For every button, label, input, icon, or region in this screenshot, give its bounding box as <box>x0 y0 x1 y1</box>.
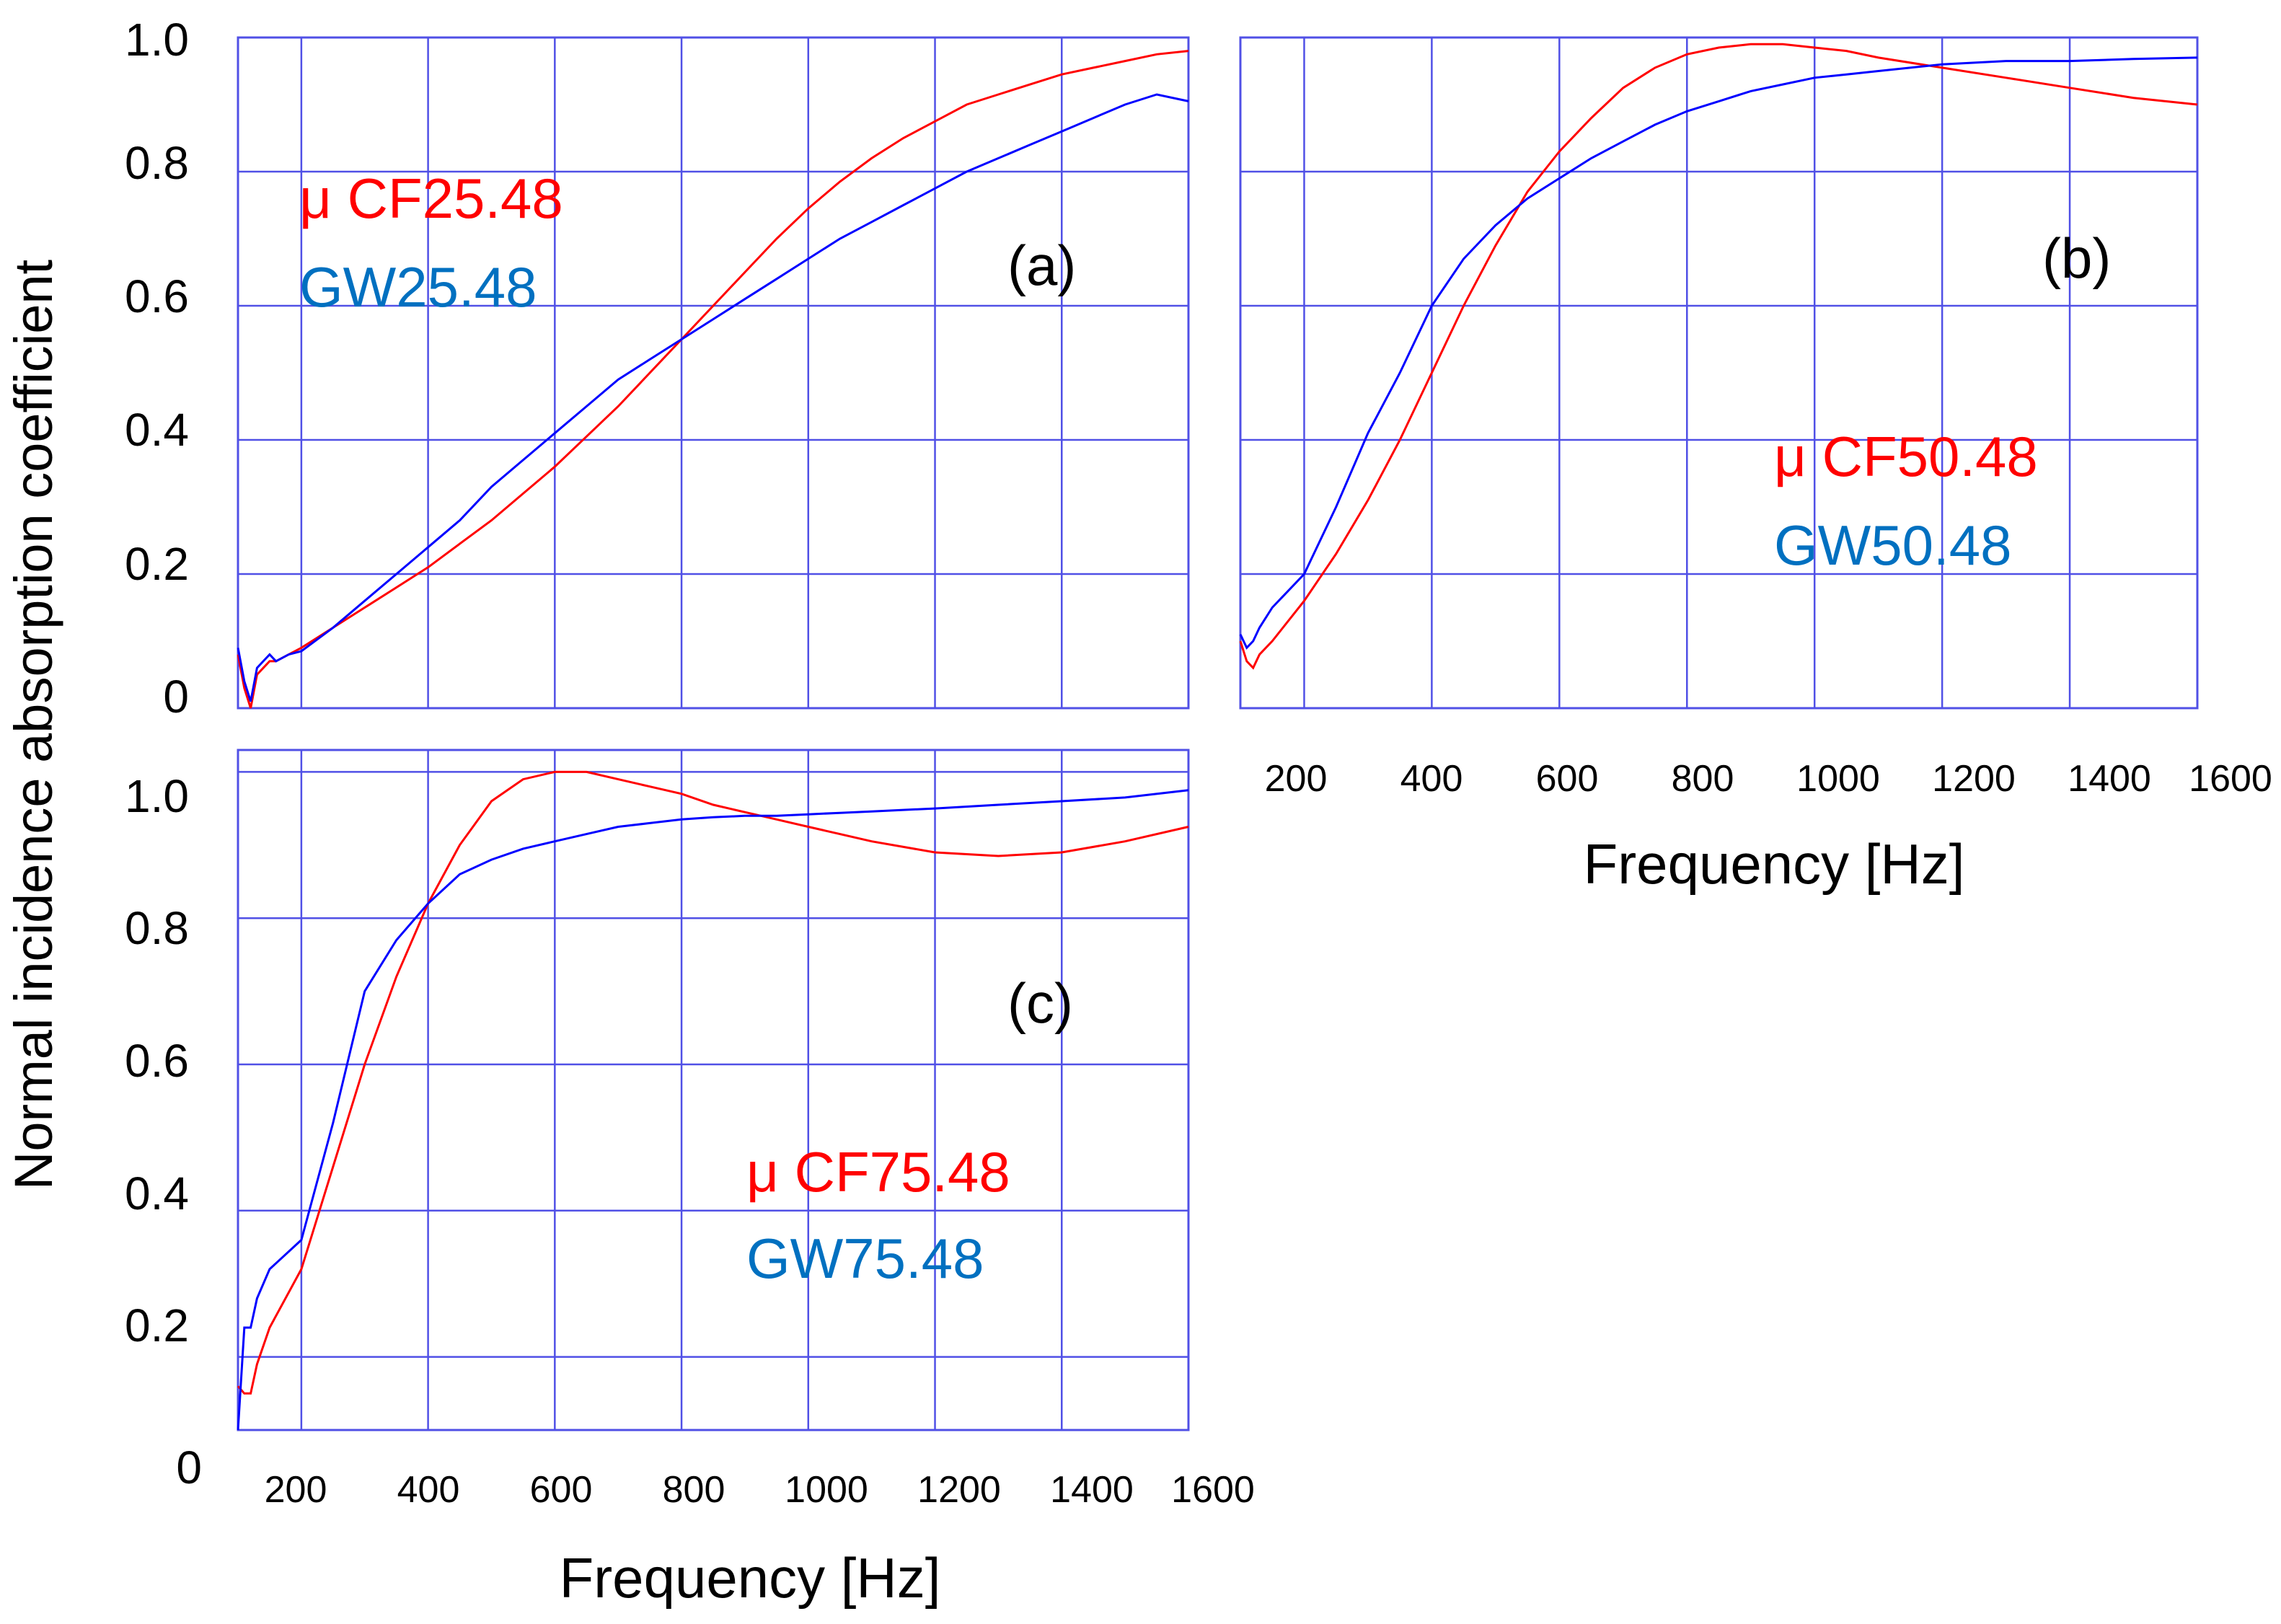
x-tick-label: 1400 <box>2068 758 2151 800</box>
y-tick-label: 0.4 <box>125 404 189 456</box>
panel-b-series <box>1239 43 2198 670</box>
panel-b-series-line <box>1239 56 2198 650</box>
panel-a-frame <box>237 36 1190 710</box>
panel-b: 200 400 600 800 1000 1200 1400 1600 Freq… <box>1239 36 2272 896</box>
x-tick-label: 400 <box>397 1469 460 1511</box>
y-tick-label: 1.0 <box>125 770 189 822</box>
y-axis-label: Normal incidence absorption coefficient <box>4 259 63 1190</box>
y-tick-label: 0 <box>176 1442 202 1493</box>
y-tick-label: 0.2 <box>125 1299 189 1351</box>
x-tick-label: 800 <box>1672 758 1734 800</box>
legend-entry-blue: GW25.48 <box>299 255 537 319</box>
panel-a: 0 0.2 0.4 0.6 0.8 1.0 μ CF25.48 GW25.48 … <box>125 14 1190 723</box>
x-tick-label: 1000 <box>1796 758 1880 800</box>
legend-entry-red: μ CF50.48 <box>1774 425 2038 488</box>
y-tick-label: 0.8 <box>125 902 189 954</box>
panel-c-series-line <box>237 770 1189 1395</box>
legend-entry-red: μ CF75.48 <box>746 1140 1010 1204</box>
panel-c-yticks: 0 0.2 0.4 0.6 0.8 1.0 <box>125 770 202 1493</box>
panel-label-a: (a) <box>1007 234 1076 297</box>
panel-label-c: (c) <box>1007 971 1073 1035</box>
y-tick-label: 1.0 <box>125 14 189 66</box>
y-tick-label: 0.6 <box>125 1035 189 1087</box>
x-tick-label: 1200 <box>917 1469 1001 1511</box>
x-axis-label-b: Frequency [Hz] <box>1584 832 1965 896</box>
x-tick-label: 1000 <box>785 1469 868 1511</box>
panel-a-series-line <box>237 93 1189 702</box>
panel-b-frame <box>1239 36 2199 710</box>
x-tick-label: 1600 <box>2189 758 2272 800</box>
y-tick-label: 0.6 <box>125 270 189 322</box>
y-tick-label: 0 <box>163 671 189 723</box>
legend-entry-blue: GW50.48 <box>1774 513 2011 577</box>
panel-a-yticks: 0 0.2 0.4 0.6 0.8 1.0 <box>125 14 189 723</box>
panel-c-frame <box>237 749 1190 1431</box>
panel-b-xticks: 200 400 600 800 1000 1200 1400 1600 <box>1265 758 2272 800</box>
y-tick-label: 0.2 <box>125 538 189 590</box>
panel-c-series-line <box>237 789 1189 1431</box>
legend-entry-blue: GW75.48 <box>746 1227 984 1290</box>
x-tick-label: 800 <box>663 1469 725 1511</box>
panel-a-legend: μ CF25.48 GW25.48 <box>299 167 563 319</box>
panel-c-legend: μ CF75.48 GW75.48 <box>746 1140 1010 1290</box>
panel-c: 0 0.2 0.4 0.6 0.8 1.0 200 400 600 800 10… <box>125 749 1255 1610</box>
legend-entry-red: μ CF25.48 <box>299 167 563 230</box>
y-tick-label: 0.4 <box>125 1168 189 1219</box>
x-tick-label: 200 <box>1265 758 1328 800</box>
x-axis-label-c: Frequency [Hz] <box>560 1546 941 1610</box>
x-tick-label: 200 <box>265 1469 327 1511</box>
x-tick-label: 1600 <box>1171 1469 1255 1511</box>
panel-a-series <box>237 50 1189 709</box>
x-tick-label: 600 <box>530 1469 593 1511</box>
x-tick-label: 400 <box>1400 758 1463 800</box>
panel-c-xticks: 200 400 600 800 1000 1200 1400 1600 <box>265 1469 1255 1511</box>
x-tick-label: 1400 <box>1050 1469 1134 1511</box>
panel-b-legend: μ CF50.48 GW50.48 <box>1774 425 2038 577</box>
panel-c-series <box>237 770 1189 1431</box>
x-tick-label: 600 <box>1536 758 1599 800</box>
y-tick-label: 0.8 <box>125 137 189 189</box>
x-tick-label: 1200 <box>1932 758 2016 800</box>
panel-label-b: (b) <box>2042 226 2111 290</box>
panel-b-series-line <box>1239 43 2198 670</box>
